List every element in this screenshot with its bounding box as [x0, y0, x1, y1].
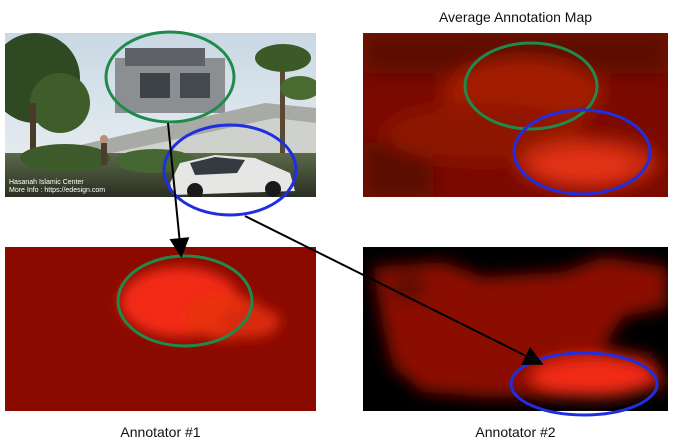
annotator1-heatmap-panel [5, 247, 316, 411]
photo-panel: Hasanah Islamic Center More Info : https… [5, 33, 316, 197]
blue-ellipse-photo [162, 123, 298, 217]
arrow-blue-to-annotator2 [244, 215, 544, 365]
arrow-green-to-annotator1 [167, 122, 190, 258]
green-ellipse-annotator1 [116, 254, 254, 348]
building-photo [5, 33, 316, 197]
watermark-line-1: Hasanah Islamic Center [9, 179, 84, 186]
annotator2-caption: Annotator #2 [475, 424, 556, 440]
average-map-caption: Average Annotation Map [438, 9, 593, 25]
annotator1-heatmap [5, 247, 316, 411]
annotator2-heatmap-panel [363, 247, 668, 411]
green-ellipse-photo [104, 30, 236, 124]
annotator1-caption: Annotator #1 [120, 424, 201, 440]
green-ellipse-average [463, 41, 599, 131]
blue-ellipse-average [512, 108, 652, 196]
watermark-line-2: More Info : https://edesign.com [9, 187, 106, 194]
blue-ellipse-annotator2 [509, 351, 659, 417]
photo-watermark: Hasanah Islamic Center More Info : https… [9, 179, 105, 195]
annotator2-heatmap [363, 247, 668, 411]
